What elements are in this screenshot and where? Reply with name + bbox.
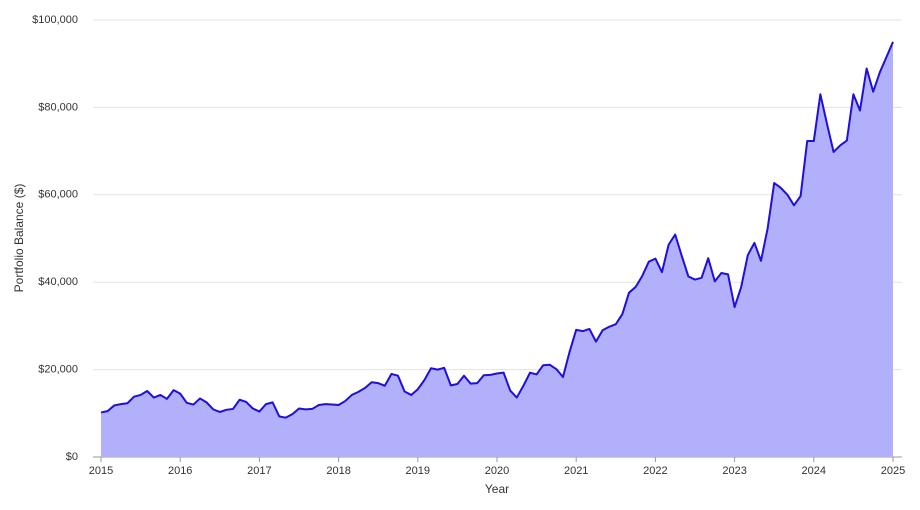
x-tick-label: 2018 <box>326 465 350 477</box>
x-tick-label: 2020 <box>485 465 509 477</box>
y-tick-label: $60,000 <box>38 189 78 201</box>
x-tick-label: 2016 <box>168 465 192 477</box>
y-tick-label: $100,000 <box>32 14 78 26</box>
x-tick-label: 2025 <box>881 465 905 477</box>
x-tick-label: 2017 <box>247 465 271 477</box>
y-tick-label: $40,000 <box>38 276 78 288</box>
x-tick-label: 2022 <box>643 465 667 477</box>
y-tick-label: $80,000 <box>38 101 78 113</box>
x-tick-label: 2024 <box>802 465 826 477</box>
area <box>101 41 893 457</box>
y-axis-label: Portfolio Balance ($) <box>12 184 26 293</box>
x-tick-label: 2023 <box>722 465 746 477</box>
x-axis-label: Year <box>485 482 509 496</box>
x-tick-label: 2019 <box>406 465 430 477</box>
y-tick-label: $0 <box>66 451 78 463</box>
x-tick-label: 2015 <box>89 465 113 477</box>
y-tick-label: $20,000 <box>38 364 78 376</box>
line <box>100 41 894 419</box>
x-tick-label: 2021 <box>564 465 588 477</box>
